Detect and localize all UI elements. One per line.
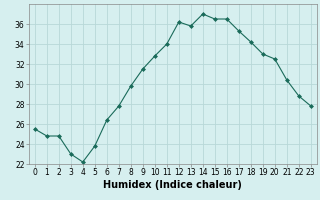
- X-axis label: Humidex (Indice chaleur): Humidex (Indice chaleur): [103, 180, 242, 190]
